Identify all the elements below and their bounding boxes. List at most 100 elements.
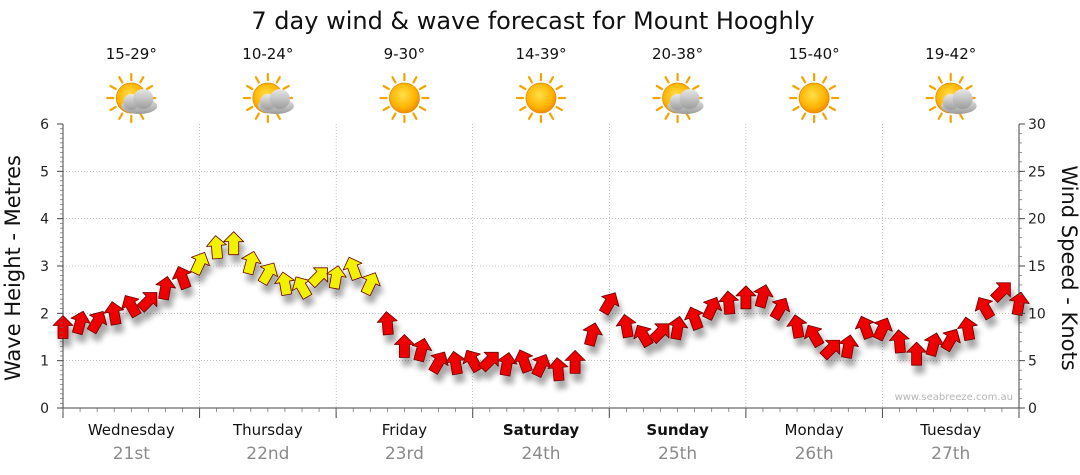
forecast-header: 15-29° 10-24° 9-30° 14-39° 20-38° 15-40° 19-42… xyxy=(106,45,977,124)
day-name: Thursday xyxy=(232,421,303,439)
sun-ray xyxy=(655,105,664,112)
wind-arrow-shape xyxy=(957,316,978,342)
wind-arrow-shape xyxy=(428,351,449,375)
sun-ray xyxy=(275,76,281,84)
sun-icon xyxy=(379,72,430,124)
wind-arrow-shape xyxy=(274,271,295,297)
right-axis-title: Wind Speed - Knots xyxy=(1057,165,1080,370)
wind-arrow xyxy=(547,357,569,382)
sun-ray xyxy=(958,112,964,120)
wind-arrow xyxy=(274,271,295,297)
wind-arrow xyxy=(906,341,927,366)
left-tick-label: 6 xyxy=(40,117,49,133)
right-tick-label: 0 xyxy=(1028,401,1037,417)
left-tick-label: 0 xyxy=(40,401,49,417)
wind-arrow xyxy=(599,292,620,316)
cloud-puff xyxy=(133,89,154,109)
wind-arrow-shape xyxy=(257,262,278,286)
wind-arrow xyxy=(257,262,278,286)
sun-ray xyxy=(382,105,390,112)
wind-arrow xyxy=(564,349,586,374)
wind-arrow xyxy=(360,272,381,297)
wind-arrow xyxy=(291,276,313,300)
sun-ray xyxy=(519,105,527,112)
wind-arrow xyxy=(445,350,466,376)
wind-arrow xyxy=(411,338,433,363)
wind-arrow-shape xyxy=(718,290,739,315)
sun-ray xyxy=(548,76,555,84)
sun-ray xyxy=(109,84,117,91)
wind-arrow-shape xyxy=(582,322,603,347)
sun-ray xyxy=(418,105,427,112)
wind-arrow xyxy=(940,328,961,353)
wind-arrow xyxy=(990,282,1011,303)
wind-arrow xyxy=(342,256,363,281)
sun-ray xyxy=(928,84,937,91)
wind-arrow-shape xyxy=(702,297,723,321)
wind-arrow xyxy=(615,314,637,339)
sun-ray xyxy=(692,84,700,91)
wind-arrow xyxy=(872,317,893,342)
wind-arrow xyxy=(702,297,723,321)
wind-arrow xyxy=(52,315,74,339)
day-temperature: 20-38° xyxy=(652,45,703,63)
day-temperature: 15-29° xyxy=(106,45,157,63)
sun-ray xyxy=(139,112,145,120)
sun-disc xyxy=(525,82,557,114)
x-axis: Wednesday 21st Thursday 22nd Friday 23rd Satur… xyxy=(62,408,1020,464)
wind-arrow xyxy=(70,310,91,336)
right-tick-label: 25 xyxy=(1028,164,1046,180)
wind-arrow-shape xyxy=(667,315,689,341)
right-axis: 0 5 10 15 20 25 30 xyxy=(1019,117,1046,417)
wind-arrow-shape xyxy=(70,310,91,336)
wind-arrow-shape xyxy=(547,357,569,382)
right-tick-label: 5 xyxy=(1028,354,1037,370)
sun-ray xyxy=(937,112,943,120)
sun-ray xyxy=(822,112,828,120)
wind-arrow xyxy=(667,315,689,341)
wind-arrow xyxy=(854,315,875,340)
sun-ray xyxy=(958,76,964,84)
wind-arrow-shape xyxy=(974,297,996,321)
grid-lines xyxy=(63,124,1019,408)
left-tick-label: 2 xyxy=(40,306,49,322)
day-name: Sunday xyxy=(646,421,709,439)
sun-ray xyxy=(145,84,154,91)
sun-ray xyxy=(382,84,390,91)
wind-arrow xyxy=(888,329,910,354)
sun-ray xyxy=(801,76,807,84)
wind-arrow-shape xyxy=(990,282,1011,303)
right-tick-label: 30 xyxy=(1028,117,1046,133)
sun-ray xyxy=(828,105,837,112)
sun-icon xyxy=(789,72,840,124)
wind-arrow-shape xyxy=(769,297,791,322)
wind-arrow-shape xyxy=(342,256,363,281)
wind-arrow-shape xyxy=(121,295,142,319)
sun-ray xyxy=(118,76,124,84)
wind-arrow xyxy=(769,297,791,322)
sun-ray xyxy=(282,84,290,91)
day-temperature: 10-24° xyxy=(242,45,293,63)
wind-arrow-shape xyxy=(445,350,466,376)
wind-arrow xyxy=(190,252,210,276)
wind-arrow-shape xyxy=(513,349,534,374)
wind-arrow-shape xyxy=(52,315,74,339)
wind-arrow xyxy=(786,314,808,339)
wind-arrow xyxy=(206,235,227,260)
wind-arrow xyxy=(155,276,176,301)
wind-arrow xyxy=(753,284,774,309)
wind-arrow-shape xyxy=(478,351,499,373)
sun-ray xyxy=(965,84,973,91)
sun-ray xyxy=(685,76,691,84)
day-temperature: 15-40° xyxy=(789,45,840,63)
wind-arrow-shape xyxy=(924,332,945,357)
day-temperature: 9-30° xyxy=(384,45,426,63)
wind-arrow xyxy=(513,349,534,374)
sun-cloud-icon xyxy=(652,72,704,124)
sun-ray xyxy=(245,105,254,112)
sun-ray xyxy=(792,84,800,91)
wind-arrow-shape xyxy=(206,235,227,260)
wind-arrow xyxy=(103,301,125,326)
sun-ray xyxy=(664,76,670,84)
wind-arrow xyxy=(478,351,499,373)
